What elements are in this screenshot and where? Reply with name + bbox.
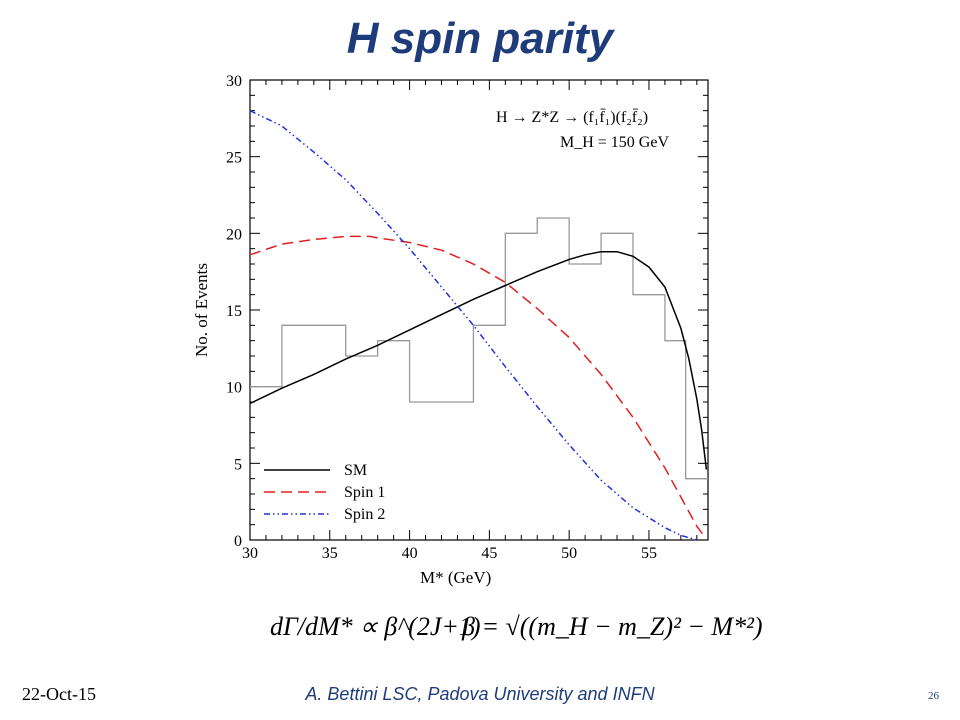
equation-beta: β = √((m_H − m_Z)² − M*²) bbox=[462, 612, 763, 641]
y-tick-label: 10 bbox=[226, 380, 242, 397]
series-layer bbox=[249, 110, 708, 541]
x-tick-label: 30 bbox=[242, 545, 258, 562]
y-tick-label: 5 bbox=[234, 456, 242, 473]
footer-author: A. Bettini LSC, Padova University and IN… bbox=[305, 684, 655, 704]
x-axis-label: M* (GeV) bbox=[420, 568, 491, 587]
y-tick-label: 25 bbox=[226, 150, 242, 167]
x-tick-label: 55 bbox=[641, 545, 657, 562]
footer-date: 22-Oct-15 bbox=[22, 684, 96, 704]
y-tick-label: 0 bbox=[234, 533, 242, 550]
tick-labels: 30 35 40 45 50 55 0 5 10 15 20 25 30 bbox=[226, 73, 657, 562]
equation-rate: dΓ/dM* ∝ β^(2J+1) bbox=[270, 612, 481, 641]
events-chart: 30 35 40 45 50 55 0 5 10 15 20 25 30 M* (GeV) No. of… bbox=[192, 73, 709, 587]
legend-label: Spin 1 bbox=[344, 484, 385, 501]
x-tick-label: 45 bbox=[481, 545, 497, 562]
legend-label: SM bbox=[344, 462, 367, 479]
y-tick-label: 30 bbox=[226, 73, 242, 90]
page-number: 26 bbox=[928, 690, 939, 702]
y-tick-label: 15 bbox=[226, 303, 242, 320]
slide-title: H spin parity bbox=[346, 14, 614, 63]
x-tick-label: 40 bbox=[402, 545, 418, 562]
y-tick-label: 20 bbox=[226, 226, 242, 243]
mass-annotation: M_H = 150 GeV bbox=[560, 134, 669, 151]
y-axis-label: No. of Events bbox=[192, 263, 211, 357]
x-tick-label: 35 bbox=[322, 545, 338, 562]
series-line-sm bbox=[249, 250, 708, 470]
legend: SM Spin 1 Spin 2 bbox=[264, 462, 385, 523]
series-line-spin-1 bbox=[249, 235, 706, 538]
series-line-spin-2 bbox=[249, 110, 698, 541]
legend-label: Spin 2 bbox=[344, 506, 385, 523]
process-annotation: H → Z*Z → (f₁f̄₁)(f₂f̄₂) bbox=[496, 108, 648, 126]
x-tick-label: 50 bbox=[561, 545, 577, 562]
histogram-steps bbox=[250, 217, 708, 480]
histogram-layer bbox=[250, 217, 708, 480]
axis-ticks bbox=[249, 79, 708, 541]
